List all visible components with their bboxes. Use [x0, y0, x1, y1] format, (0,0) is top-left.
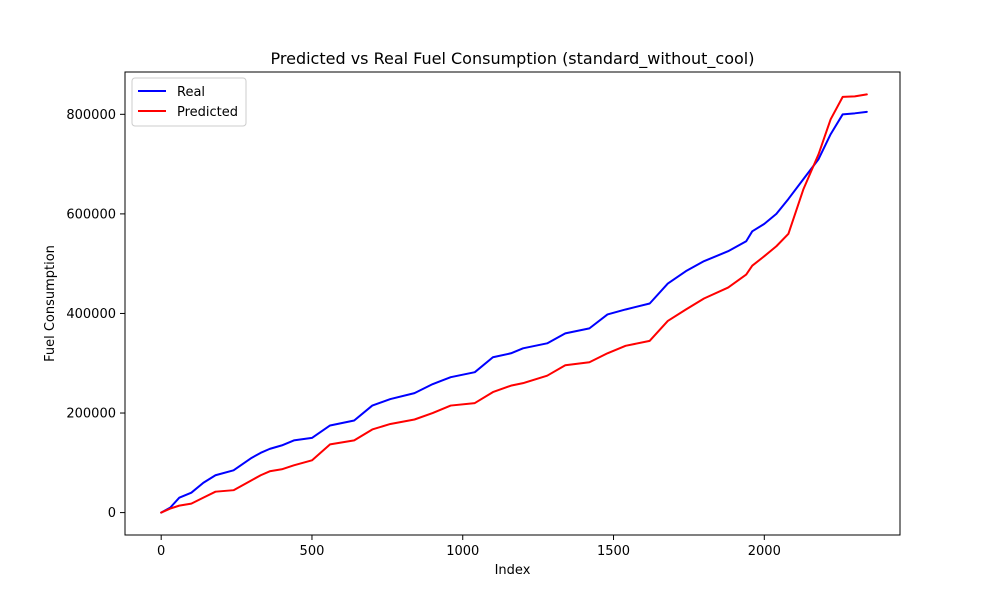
legend: Real Predicted: [131, 77, 247, 127]
y-tick-label: 600000: [66, 207, 116, 222]
axis-ticks: 0 500 1000 1500 2000 0 200000 400000 600000 80000…: [66, 108, 780, 559]
x-tick-label: 2000: [748, 544, 781, 559]
plot-frame: [124, 71, 901, 536]
y-axis-label: Fuel Consumption: [43, 245, 58, 362]
legend-label-predicted: Predicted: [177, 105, 238, 120]
x-tick-label: 500: [300, 544, 325, 559]
y-tick-label: 400000: [66, 307, 116, 322]
x-tick-label: 0: [157, 544, 165, 559]
plot-area: [160, 93, 868, 514]
series-line-predicted: [160, 93, 868, 514]
y-tick-label: 800000: [66, 108, 116, 123]
y-tick-label: 0: [108, 506, 116, 521]
x-tick-label: 1000: [446, 544, 479, 559]
x-tick-label: 1500: [597, 544, 630, 559]
chart-title: Predicted vs Real Fuel Consumption (stan…: [271, 49, 755, 69]
series-line-real: [160, 110, 868, 514]
y-tick-label: 200000: [66, 407, 116, 422]
x-axis-label: Index: [495, 563, 531, 578]
legend-label-real: Real: [177, 85, 205, 100]
